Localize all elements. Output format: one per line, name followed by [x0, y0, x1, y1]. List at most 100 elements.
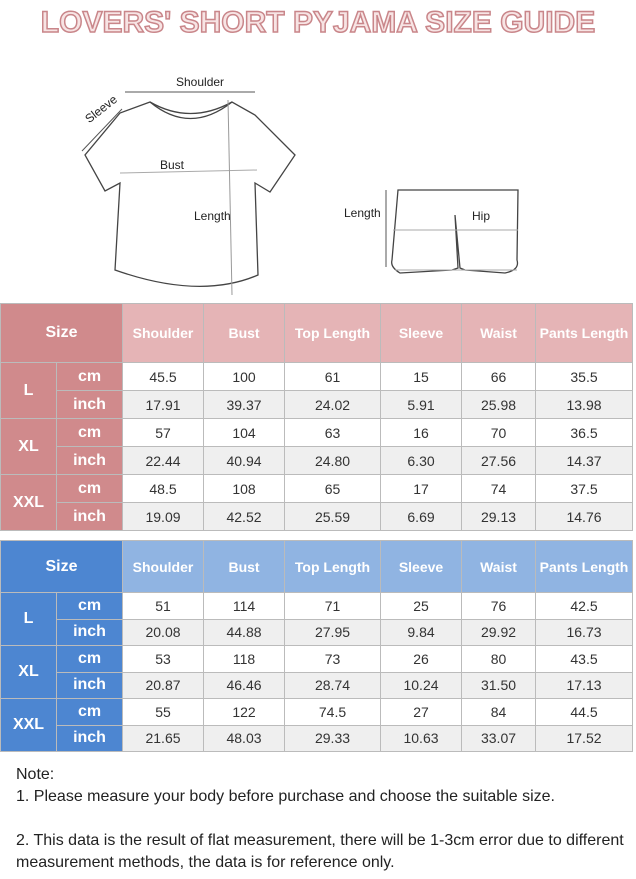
value-cell: 104 [203, 418, 286, 447]
value-cell: 35.5 [535, 362, 634, 391]
value-cell: 33.07 [461, 724, 537, 752]
shoulder-label: Shoulder [176, 75, 224, 89]
value-cell: 63 [284, 418, 382, 447]
top-length-label: Length [194, 209, 231, 223]
column-header: Shoulder [122, 540, 205, 593]
value-cell: 27.56 [461, 446, 537, 475]
value-cell: 42.5 [535, 592, 634, 620]
value-cell: 10.63 [380, 724, 463, 752]
size-cell: XL [0, 418, 57, 475]
value-cell: 44.5 [535, 698, 634, 726]
size-table-pink: Size Shoulder Bust Top Length Sleeve Waist Pan… [0, 303, 634, 531]
value-cell: 21.65 [122, 724, 205, 752]
value-cell: 20.08 [122, 618, 205, 646]
size-table-blue: Size Shoulder Bust Top Length Sleeve Waist Pan… [0, 540, 634, 752]
value-cell: 28.74 [284, 671, 382, 699]
value-cell: 26 [380, 645, 463, 673]
value-cell: 25.59 [284, 502, 382, 531]
value-cell: 14.37 [535, 446, 634, 475]
notes-heading: Note: [16, 766, 55, 783]
value-cell: 17.91 [122, 390, 205, 419]
pants-length-label: Length [344, 206, 381, 220]
value-cell: 65 [284, 474, 382, 503]
column-header: Sleeve [380, 303, 463, 363]
value-cell: 25.98 [461, 390, 537, 419]
value-cell: 36.5 [535, 418, 634, 447]
column-header: Pants Length [535, 540, 634, 593]
note-1: 1. Please measure your body before purch… [16, 788, 555, 805]
column-header: Top Length [284, 303, 382, 363]
value-cell: 100 [203, 362, 286, 391]
unit-cell: cm [55, 474, 124, 503]
value-cell: 13.98 [535, 390, 634, 419]
page-title: LOVERS' SHORT PYJAMA SIZE GUIDE [40, 5, 596, 40]
hip-label: Hip [472, 209, 490, 223]
column-header: Shoulder [122, 303, 205, 363]
value-cell: 19.09 [122, 502, 205, 531]
column-header: Waist [461, 303, 537, 363]
notes: Note: 1. Please measure your body before… [16, 764, 626, 874]
value-cell: 46.46 [203, 671, 286, 699]
table-row: inch 22.44 40.94 24.80 6.30 27.56 14.37 [1, 446, 634, 475]
value-cell: 48.03 [203, 724, 286, 752]
value-cell: 48.5 [122, 474, 205, 503]
value-cell: 70 [461, 418, 537, 447]
tshirt-drawing [84, 101, 296, 288]
unit-cell: cm [55, 645, 124, 673]
table-row: XL cm 57 104 63 16 70 36.5 [0, 418, 634, 475]
table-row: inch 20.08 44.88 27.95 9.84 29.92 16.73 [1, 618, 634, 646]
value-cell: 42.52 [203, 502, 286, 531]
value-cell: 53 [122, 645, 205, 673]
value-cell: 24.02 [284, 390, 382, 419]
value-cell: 22.44 [122, 446, 205, 475]
bust-label: Bust [160, 158, 185, 172]
value-cell: 20.87 [122, 671, 205, 699]
unit-cell: cm [55, 362, 124, 391]
size-cell: XXL [0, 698, 57, 752]
unit-cell: cm [55, 698, 124, 726]
value-cell: 15 [380, 362, 463, 391]
value-cell: 9.84 [380, 618, 463, 646]
unit-cell: inch [55, 502, 124, 531]
garment-diagram: Shoulder Sleeve Bust Length Length Hip [81, 75, 519, 296]
value-cell: 16.73 [535, 618, 634, 646]
unit-cell: cm [55, 418, 124, 447]
value-cell: 44.88 [203, 618, 286, 646]
value-cell: 80 [461, 645, 537, 673]
size-header: Size [0, 540, 124, 593]
column-header: Sleeve [380, 540, 463, 593]
column-header: Top Length [284, 540, 382, 593]
column-header: Bust [203, 540, 286, 593]
table-row: XXL cm 48.5 108 65 17 74 37.5 [0, 474, 634, 531]
value-cell: 29.13 [461, 502, 537, 531]
value-cell: 74.5 [284, 698, 382, 726]
value-cell: 43.5 [535, 645, 634, 673]
sleeve-label: Sleeve [82, 92, 120, 126]
value-cell: 122 [203, 698, 286, 726]
unit-cell: cm [55, 592, 124, 620]
size-cell: XXL [0, 474, 57, 531]
unit-cell: inch [55, 446, 124, 475]
shorts-drawing [391, 189, 519, 274]
value-cell: 31.50 [461, 671, 537, 699]
value-cell: 10.24 [380, 671, 463, 699]
value-cell: 40.94 [203, 446, 286, 475]
size-header: Size [0, 303, 124, 363]
value-cell: 71 [284, 592, 382, 620]
value-cell: 57 [122, 418, 205, 447]
value-cell: 118 [203, 645, 286, 673]
value-cell: 27.95 [284, 618, 382, 646]
table-row: inch 20.87 46.46 28.74 10.24 31.50 17.13 [1, 671, 634, 699]
value-cell: 16 [380, 418, 463, 447]
value-cell: 51 [122, 592, 205, 620]
value-cell: 6.69 [380, 502, 463, 531]
size-cell: XL [0, 645, 57, 699]
value-cell: 114 [203, 592, 286, 620]
value-cell: 108 [203, 474, 286, 503]
value-cell: 45.5 [122, 362, 205, 391]
value-cell: 17 [380, 474, 463, 503]
unit-cell: inch [55, 671, 124, 699]
value-cell: 61 [284, 362, 382, 391]
table-row: XXL cm 55 122 74.5 27 84 44.5 [0, 698, 634, 752]
